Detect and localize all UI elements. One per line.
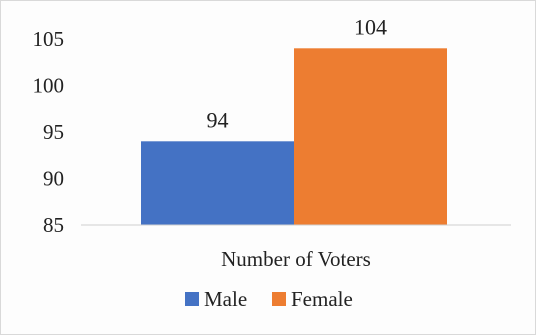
category-label: Number of Voters [221, 247, 371, 271]
data-label-female: 104 [354, 14, 387, 39]
y-tick-label: 90 [43, 167, 64, 191]
legend-swatch-male [185, 292, 199, 306]
legend-label-male: Male [204, 287, 247, 311]
legend-label-female: Female [291, 287, 353, 311]
bar-female [294, 48, 447, 225]
bars [141, 48, 447, 225]
y-tick-label: 95 [43, 120, 64, 144]
data-label-male: 94 [207, 107, 229, 132]
y-tick-label: 85 [43, 213, 64, 237]
bar-male [141, 141, 294, 225]
data-labels: 94 104 [207, 14, 388, 132]
y-axis: 85 90 95 100 105 [33, 27, 65, 237]
legend: Male Female [185, 287, 353, 311]
y-tick-label: 105 [33, 27, 65, 51]
y-tick-label: 100 [33, 74, 65, 98]
legend-swatch-female [272, 292, 286, 306]
